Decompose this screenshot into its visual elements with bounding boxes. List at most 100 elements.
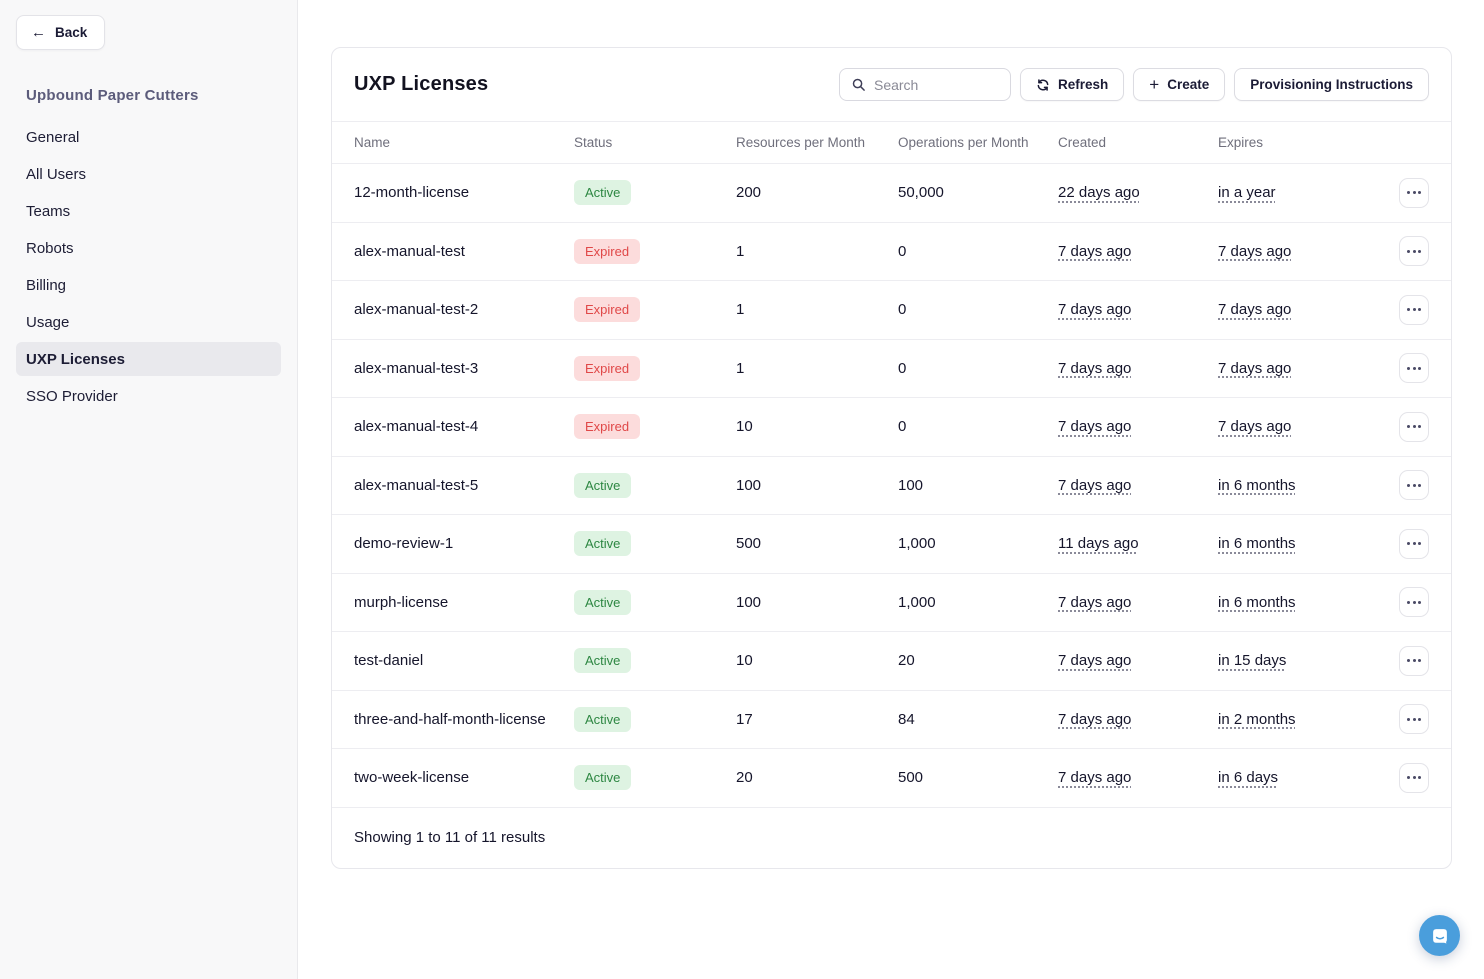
status-badge: Active [574, 472, 632, 498]
expires-value: in 6 months [1218, 593, 1296, 611]
table-row: alex-manual-test-5 Active 100 100 7 days… [332, 457, 1451, 515]
operations-value: 0 [898, 301, 907, 319]
sidebar-item-label: SSO Provider [26, 387, 118, 405]
main-content: UXP Licenses Refresh + C [298, 0, 1484, 979]
table-header-row: Name Status Resources per Month Operatio… [332, 121, 1451, 164]
table-row: three-and-half-month-license Active 17 8… [332, 691, 1451, 749]
created-value: 7 days ago [1058, 418, 1132, 436]
license-name: 12-month-license [354, 184, 470, 202]
sidebar-item-all-users[interactable]: All Users [16, 157, 281, 191]
licenses-card: UXP Licenses Refresh + C [331, 47, 1452, 869]
row-actions-button[interactable] [1399, 470, 1429, 501]
license-name: two-week-license [354, 769, 470, 787]
card-header: UXP Licenses Refresh + C [332, 48, 1451, 121]
table-row: alex-manual-test-2 Expired 1 0 7 days ag… [332, 281, 1451, 340]
expires-value: in 6 months [1218, 535, 1296, 553]
table-row: alex-manual-test-4 Expired 10 0 7 days a… [332, 398, 1451, 457]
provisioning-label: Provisioning Instructions [1250, 77, 1413, 92]
row-actions-button[interactable] [1399, 587, 1429, 618]
page-title: UXP Licenses [354, 73, 489, 95]
chat-bubble-icon [1432, 928, 1447, 944]
back-button-label: Back [55, 25, 88, 40]
results-summary: Showing 1 to 11 of 11 results [354, 828, 546, 846]
created-value: 7 days ago [1058, 301, 1132, 319]
expires-value: 7 days ago [1218, 418, 1292, 436]
table-row: demo-review-1 Active 500 1,000 11 days a… [332, 515, 1451, 574]
resources-value: 10 [736, 652, 753, 670]
create-button[interactable]: + Create [1133, 68, 1226, 101]
row-actions-button[interactable] [1399, 704, 1429, 735]
refresh-label: Refresh [1057, 77, 1109, 92]
created-value: 7 days ago [1058, 593, 1132, 611]
resources-value: 1 [736, 242, 745, 260]
status-badge: Active [574, 648, 632, 674]
row-actions-button[interactable] [1399, 294, 1429, 325]
sidebar-item-sso-provider[interactable]: SSO Provider [16, 379, 281, 413]
row-actions-button[interactable] [1399, 411, 1429, 442]
created-value: 7 days ago [1058, 769, 1132, 787]
license-name: test-daniel [354, 652, 424, 670]
operations-value: 50,000 [898, 184, 944, 202]
status-badge: Expired [574, 238, 641, 264]
resources-value: 100 [736, 593, 762, 611]
sidebar-item-robots[interactable]: Robots [16, 231, 281, 265]
created-value: 22 days ago [1058, 184, 1140, 202]
chat-launcher-button[interactable] [1419, 915, 1460, 956]
row-actions-button[interactable] [1399, 177, 1429, 208]
back-button[interactable]: ← Back [16, 15, 106, 50]
created-value: 7 days ago [1058, 652, 1132, 670]
expires-value: in 15 days [1218, 652, 1287, 670]
status-badge: Active [574, 706, 632, 732]
created-value: 7 days ago [1058, 710, 1132, 728]
plus-icon: + [1149, 74, 1160, 94]
provisioning-instructions-button[interactable]: Provisioning Instructions [1234, 68, 1429, 101]
row-actions-button[interactable] [1399, 236, 1429, 267]
row-actions-button[interactable] [1399, 762, 1429, 793]
created-value: 7 days ago [1058, 476, 1132, 494]
back-arrow-icon: ← [31, 24, 46, 41]
row-actions-button[interactable] [1399, 353, 1429, 384]
status-badge: Active [574, 531, 632, 557]
search-icon [852, 78, 865, 91]
toolbar: Refresh + Create Provisioning Instructio… [838, 68, 1429, 101]
status-badge: Active [574, 765, 632, 791]
resources-value: 500 [736, 535, 762, 553]
sidebar-item-label: Usage [26, 313, 70, 331]
created-value: 11 days ago [1058, 535, 1139, 553]
sidebar-item-teams[interactable]: Teams [16, 194, 281, 228]
sidebar: ← Back Upbound Paper Cutters General All… [0, 0, 298, 979]
resources-value: 200 [736, 184, 762, 202]
row-actions-button[interactable] [1399, 528, 1429, 559]
license-name: alex-manual-test [354, 242, 465, 260]
column-header-expires: Expires [1218, 135, 1264, 150]
resources-value: 17 [736, 710, 753, 728]
status-badge: Expired [574, 297, 641, 323]
column-header-operations: Operations per Month [898, 135, 1029, 150]
license-name: alex-manual-test-4 [354, 418, 479, 436]
sidebar-item-billing[interactable]: Billing [16, 268, 281, 302]
sidebar-item-general[interactable]: General [16, 120, 281, 154]
sidebar-item-usage[interactable]: Usage [16, 305, 281, 339]
expires-value: in 2 months [1218, 710, 1296, 728]
created-value: 7 days ago [1058, 242, 1132, 260]
row-actions-button[interactable] [1399, 645, 1429, 676]
expires-value: 7 days ago [1218, 301, 1292, 319]
column-header-status: Status [574, 135, 613, 150]
table-row: alex-manual-test Expired 1 0 7 days ago … [332, 223, 1451, 281]
expires-value: 7 days ago [1218, 359, 1292, 377]
refresh-button[interactable]: Refresh [1019, 68, 1125, 101]
table-row: two-week-license Active 20 500 7 days ag… [332, 749, 1451, 808]
license-name: alex-manual-test-2 [354, 301, 479, 319]
operations-value: 0 [898, 242, 907, 260]
sidebar-item-label: Robots [26, 239, 74, 257]
search-box [838, 68, 1011, 101]
sidebar-item-uxp-licenses[interactable]: UXP Licenses [16, 342, 281, 376]
column-header-resources: Resources per Month [736, 135, 866, 150]
resources-value: 20 [736, 769, 753, 787]
operations-value: 0 [898, 359, 907, 377]
status-badge: Expired [574, 414, 641, 440]
expires-value: 7 days ago [1218, 242, 1292, 260]
license-name: demo-review-1 [354, 535, 454, 553]
search-input[interactable] [873, 76, 999, 93]
operations-value: 1,000 [898, 593, 936, 611]
